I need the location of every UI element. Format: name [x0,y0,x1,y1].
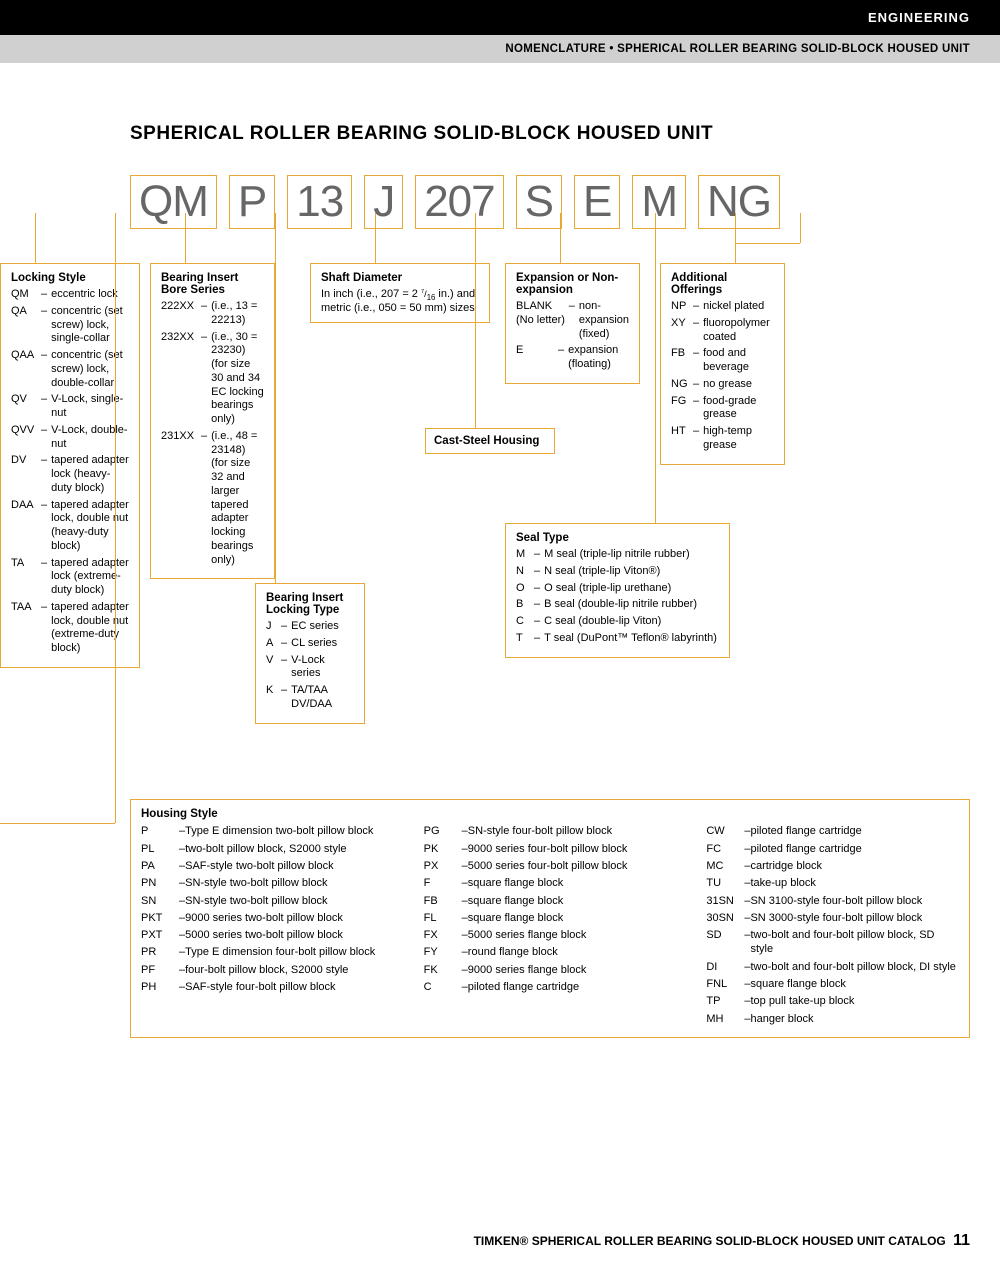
expansion-title: Expansion or Non-expansion [516,272,629,296]
locking-type-box: Bearing Insert Locking Type J–EC series A… [255,583,365,724]
desc-item: J–EC series [266,620,354,634]
desc-item: FG–food-grade grease [671,395,774,423]
housing-item: PN– SN-style two-bolt pillow block [141,876,394,890]
housing-item: 31SN– SN 3100-style four-bolt pillow blo… [706,894,959,908]
desc-item: NP–nickel plated [671,300,774,314]
housing-item: FL– square flange block [424,911,677,925]
desc-item: QM–eccentric lock [11,288,129,302]
bore-series-title: Bearing Insert Bore Series [161,272,264,296]
housing-item: SD– two-bolt and four-bolt pillow block,… [706,928,959,957]
desc-item: XY–fluoropolymer coated [671,317,774,345]
shaft-diameter-box: Shaft Diameter In inch (i.e., 207 = 2 7/… [310,263,490,323]
desc-item: TA–tapered adapter lock (extreme-duty bl… [11,557,129,598]
shaft-diameter-text: In inch (i.e., 207 = 2 7/16 in.) and met… [321,288,479,314]
desc-item: B–B seal (double-lip nitrile rubber) [516,598,719,612]
housing-item: MH– hanger block [706,1012,959,1026]
code-part-0: QM [130,175,217,229]
housing-item: FY– round flange block [424,945,677,959]
housing-item: DI– two-bolt and four-bolt pillow block,… [706,960,959,974]
desc-item: QAA–concentric (set screw) lock, double-… [11,349,129,390]
housing-item: PG– SN-style four-bolt pillow block [424,824,677,838]
desc-item: N–N seal (triple-lip Viton®) [516,565,719,579]
housing-item: PH– SAF-style four-bolt pillow block [141,980,394,994]
housing-item: PL– two-bolt pillow block, S2000 style [141,842,394,856]
housing-item: FB– square flange block [424,894,677,908]
additional-box: Additional Offerings NP–nickel plated XY–… [660,263,785,465]
desc-item: M–M seal (triple-lip nitrile rubber) [516,548,719,562]
code-part-8: NG [698,175,780,229]
housing-item: P– Type E dimension two-bolt pillow bloc… [141,824,394,838]
page-title: SPHERICAL ROLLER BEARING SOLID-BLOCK HOU… [130,123,970,145]
housing-item: TP– top pull take-up block [706,994,959,1008]
desc-item: 232XX–(i.e., 30 = 23230) (for size 30 an… [161,331,264,427]
housing-item: PKT– 9000 series two-bolt pillow block [141,911,394,925]
code-part-2: 13 [287,175,352,229]
desc-item: DAA–tapered adapter lock, double nut (he… [11,499,129,554]
code-part-7: M [632,175,686,229]
housing-item: PR– Type E dimension four-bolt pillow bl… [141,945,394,959]
locking-type-title: Bearing Insert Locking Type [266,592,354,616]
housing-item: F– square flange block [424,876,677,890]
desc-item: BLANK (No letter)–non-expansion (fixed) [516,300,629,341]
bore-series-box: Bearing Insert Bore Series 222XX–(i.e., … [150,263,275,579]
housing-item: FC– piloted flange cartridge [706,842,959,856]
seal-type-title: Seal Type [516,532,719,544]
desc-item: NG–no grease [671,378,774,392]
desc-item: O–O seal (triple-lip urethane) [516,582,719,596]
seal-type-box: Seal Type M–M seal (triple-lip nitrile r… [505,523,730,658]
housing-item: C– piloted flange cartridge [424,980,677,994]
desc-item: TAA–tapered adapter lock, double nut (ex… [11,601,129,656]
locking-style-box: Locking Style QM–eccentric lock QA–concen… [0,263,140,668]
header-subtitle: NOMENCLATURE • SPHERICAL ROLLER BEARING … [0,35,1000,63]
expansion-box: Expansion or Non-expansion BLANK (No let… [505,263,640,384]
housing-style-title: Housing Style [141,808,959,820]
cast-steel-title: Cast-Steel Housing [434,435,546,447]
cast-steel-box: Cast-Steel Housing [425,428,555,454]
nomenclature-code-row: QMP13J207SEMNG [130,175,970,229]
housing-item: PK– 9000 series four-bolt pillow block [424,842,677,856]
housing-item: FX– 5000 series flange block [424,928,677,942]
code-part-5: S [516,175,562,229]
housing-item: PA– SAF-style two-bolt pillow block [141,859,394,873]
housing-item: PX– 5000 series four-bolt pillow block [424,859,677,873]
code-part-6: E [574,175,620,229]
page-number: 11 [953,1232,970,1249]
housing-item: MC– cartridge block [706,859,959,873]
desc-item: DV–tapered adapter lock (heavy-duty bloc… [11,454,129,495]
desc-item: FB–food and beverage [671,347,774,375]
housing-item: 30SN– SN 3000-style four-bolt pillow blo… [706,911,959,925]
desc-item: 231XX–(i.e., 48 = 23148) (for size 32 an… [161,430,264,568]
code-part-4: 207 [415,175,503,229]
shaft-diameter-title: Shaft Diameter [321,272,479,284]
code-part-3: J [364,175,403,229]
locking-style-title: Locking Style [11,272,129,284]
desc-item: K–TA/TAA DV/DAA [266,684,354,712]
housing-item: FK– 9000 series flange block [424,963,677,977]
page-footer: TIMKEN® SPHERICAL ROLLER BEARING SOLID-B… [474,1232,970,1250]
desc-item: QV–V-Lock, single-nut [11,393,129,421]
desc-item: QVV–V-Lock, double-nut [11,424,129,452]
housing-item: CW– piloted flange cartridge [706,824,959,838]
code-part-1: P [229,175,275,229]
housing-style-box: Housing Style P– Type E dimension two-bo… [130,799,970,1038]
additional-title: Additional Offerings [671,272,774,296]
desc-item: HT–high-temp grease [671,425,774,453]
housing-item: SN– SN-style two-bolt pillow block [141,894,394,908]
housing-item: PF– four-bolt pillow block, S2000 style [141,963,394,977]
desc-item: C–C seal (double-lip Viton) [516,615,719,629]
housing-item: PXT– 5000 series two-bolt pillow block [141,928,394,942]
housing-item: TU– take-up block [706,876,959,890]
footer-text: TIMKEN® SPHERICAL ROLLER BEARING SOLID-B… [474,1234,946,1248]
desc-item: E–expansion (floating) [516,344,629,372]
desc-item: V–V-Lock series [266,654,354,682]
desc-item: T–T seal (DuPont™ Teflon® labyrinth) [516,632,719,646]
desc-item: 222XX–(i.e., 13 = 22213) [161,300,264,328]
housing-item: FNL– square flange block [706,977,959,991]
header-category: ENGINEERING [0,0,1000,35]
desc-item: A–CL series [266,637,354,651]
desc-item: QA–concentric (set screw) lock, single-c… [11,305,129,346]
